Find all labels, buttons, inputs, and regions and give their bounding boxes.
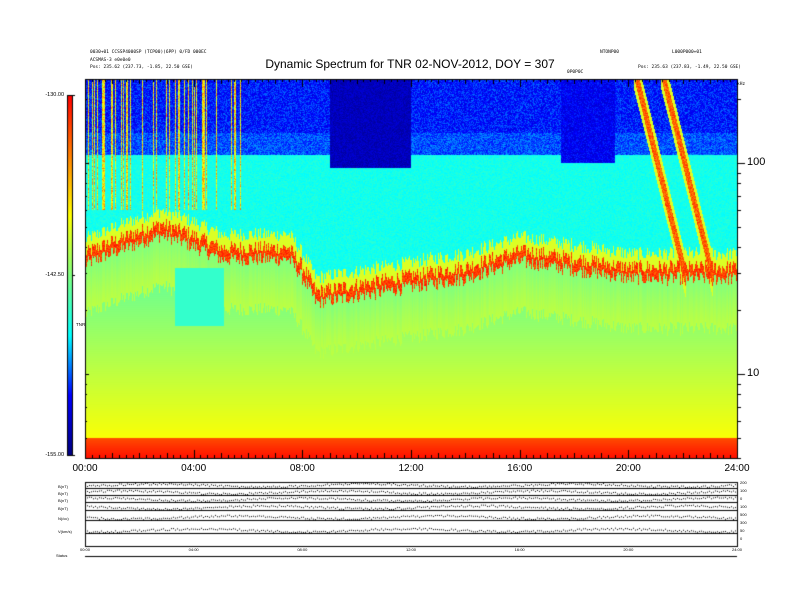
- panel-label: N(/cc): [58, 516, 69, 521]
- x-tick-label: 20:00: [615, 463, 641, 474]
- panel-x-tick-label: 20:00: [623, 547, 634, 552]
- right-info-line-1: NTONP00: [600, 50, 619, 55]
- left-info-line-1: 0030+01 CCSSP4000SP (TCP00)(6PP) 0/FD 00…: [90, 50, 207, 55]
- colorbar-label: TNR: [76, 322, 86, 327]
- panel-right-tick: 500: [740, 512, 747, 517]
- panel-label: B(nT): [58, 498, 68, 503]
- panel-right-tick: 100: [740, 504, 747, 509]
- panel-x-tick-label: 24:00: [731, 547, 742, 552]
- right-info-line-3: Pos: 235.63 (237.83, -1.49, 22.50 GSE): [638, 65, 741, 70]
- panel-right-tick: 100: [740, 488, 747, 493]
- panel-x-tick-label: 08:00: [297, 547, 308, 552]
- colorbar-tick-label: -130.00: [45, 92, 64, 98]
- panel-label: B(nT): [58, 491, 68, 496]
- x-tick-label: 08:00: [289, 463, 315, 474]
- panel-right-tick: 50: [740, 528, 745, 533]
- panel-x-tick-label: 00:00: [79, 547, 90, 552]
- x-tick-label: 16:00: [507, 463, 533, 474]
- y-tick-label: 100: [747, 155, 766, 168]
- x-tick-label: 24:00: [724, 463, 750, 474]
- colorbar-tick-label: -155.00: [45, 452, 64, 458]
- x-tick-label: 00:00: [72, 463, 98, 474]
- panel-right-tick: 0: [740, 496, 743, 501]
- status-label: Status: [56, 553, 68, 558]
- panel-right-tick: 200: [740, 480, 747, 485]
- right-info-line-2: L000P000+01: [672, 50, 702, 55]
- panel-x-tick-label: 04:00: [188, 547, 199, 552]
- mid-info: 0P0P0C: [567, 70, 584, 75]
- x-tick-label: 04:00: [181, 463, 207, 474]
- colorbar-tick-label: -142.50: [45, 272, 64, 278]
- unit-label: kHz: [737, 82, 746, 87]
- panel-x-tick-label: 16:00: [514, 547, 525, 552]
- chart-title: Dynamic Spectrum for TNR 02-NOV-2012, DO…: [265, 57, 555, 71]
- left-info-line-2: ACSMAS-3 e0e0e0: [90, 58, 131, 63]
- x-tick-label: 12:00: [398, 463, 424, 474]
- left-info-line-3: Pos: 235.62 (237.73, -1.85, 22.50 GSE): [90, 65, 193, 70]
- panel-label: B(nT): [58, 484, 68, 489]
- y-tick-label: 10: [747, 367, 760, 380]
- panel-x-tick-label: 12:00: [405, 547, 416, 552]
- panel-label: B(nT): [58, 506, 68, 511]
- panel-label: V(km/s): [58, 529, 72, 534]
- panel-right-tick: 300: [740, 520, 747, 525]
- panel-right-tick: 0: [740, 536, 743, 541]
